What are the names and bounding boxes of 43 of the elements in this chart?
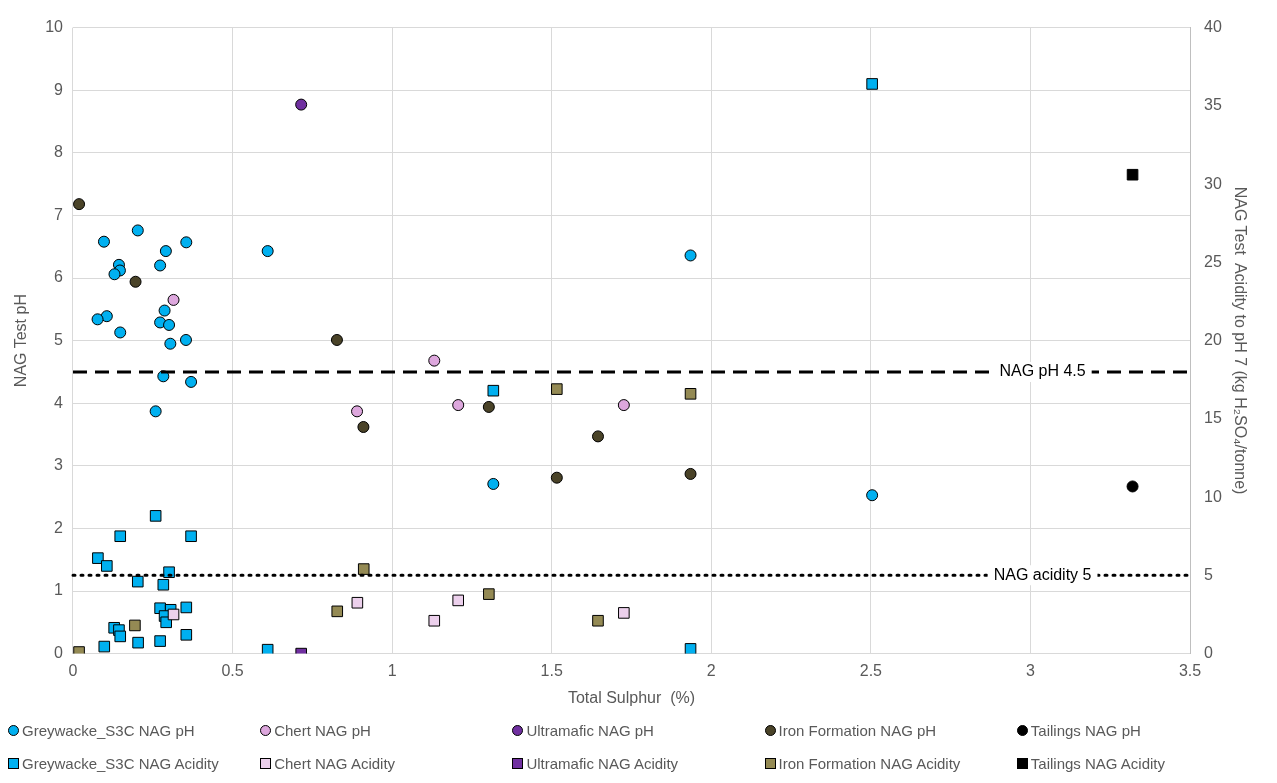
x-tick-label: 0: [68, 661, 78, 679]
y-tick-label: 4: [54, 393, 64, 411]
x-tick-label: 2.5: [859, 661, 883, 679]
legend-label: Chert NAG pH: [274, 722, 371, 739]
y2-tick-label: 30: [1204, 174, 1222, 192]
x-tick-label: 1: [387, 661, 397, 679]
y-tick-label: 7: [54, 205, 64, 223]
x-axis-title: Total Sulphur (%): [567, 688, 696, 706]
y-axis-title: NAG Test pH: [12, 294, 30, 388]
ref-line-label: NAG acidity 5: [993, 565, 1092, 583]
legend-label: Iron Formation NAG pH: [778, 722, 937, 739]
y2-tick-label: 35: [1204, 96, 1222, 114]
y-tick-label: 1: [54, 581, 64, 599]
y-tick-label: 6: [54, 268, 64, 286]
y-tick-label: 2: [54, 518, 64, 536]
legend-label: Iron Formation NAG Acidity: [778, 755, 961, 772]
y2-tick-label: 0: [1204, 644, 1213, 662]
y-tick-label: 10: [45, 18, 64, 36]
x-tick-label: 2: [706, 661, 716, 679]
y2-tick-label: 25: [1204, 252, 1222, 270]
y2-tick-label: 5: [1204, 565, 1213, 583]
y-tick-label: 8: [54, 143, 64, 161]
y2-tick-label: 40: [1204, 18, 1222, 36]
y-tick-label: 3: [54, 456, 64, 474]
legend-label: Greywacke_S3C NAG Acidity: [22, 755, 219, 772]
legend-label: Greywacke_S3C NAG pH: [22, 722, 195, 739]
ref-line-label: NAG pH 4.5: [999, 362, 1086, 380]
y-tick-label: 0: [54, 644, 64, 662]
legend-label: Tailings NAG pH: [1030, 722, 1141, 739]
legend-label: Ultramafic NAG Acidity: [526, 755, 679, 772]
x-tick-label: 3: [1025, 661, 1035, 679]
legend-label: Ultramafic NAG pH: [526, 722, 654, 739]
y2-axis-title: NAG Test Acidity to pH 7 (kg H₂SO₄/tonne): [1231, 186, 1249, 495]
legend-label: Tailings NAG Acidity: [1030, 755, 1166, 772]
x-tick-label: 0.5: [221, 661, 244, 679]
y-tick-label: 9: [54, 80, 64, 98]
y2-tick-label: 10: [1204, 487, 1222, 505]
x-tick-label: 1.5: [540, 661, 563, 679]
y-tick-label: 5: [54, 331, 64, 349]
y2-tick-label: 15: [1204, 409, 1222, 427]
x-tick-label: 3.5: [1178, 661, 1202, 679]
y2-tick-label: 20: [1204, 331, 1222, 349]
legend-label: Chert NAG Acidity: [274, 755, 396, 772]
